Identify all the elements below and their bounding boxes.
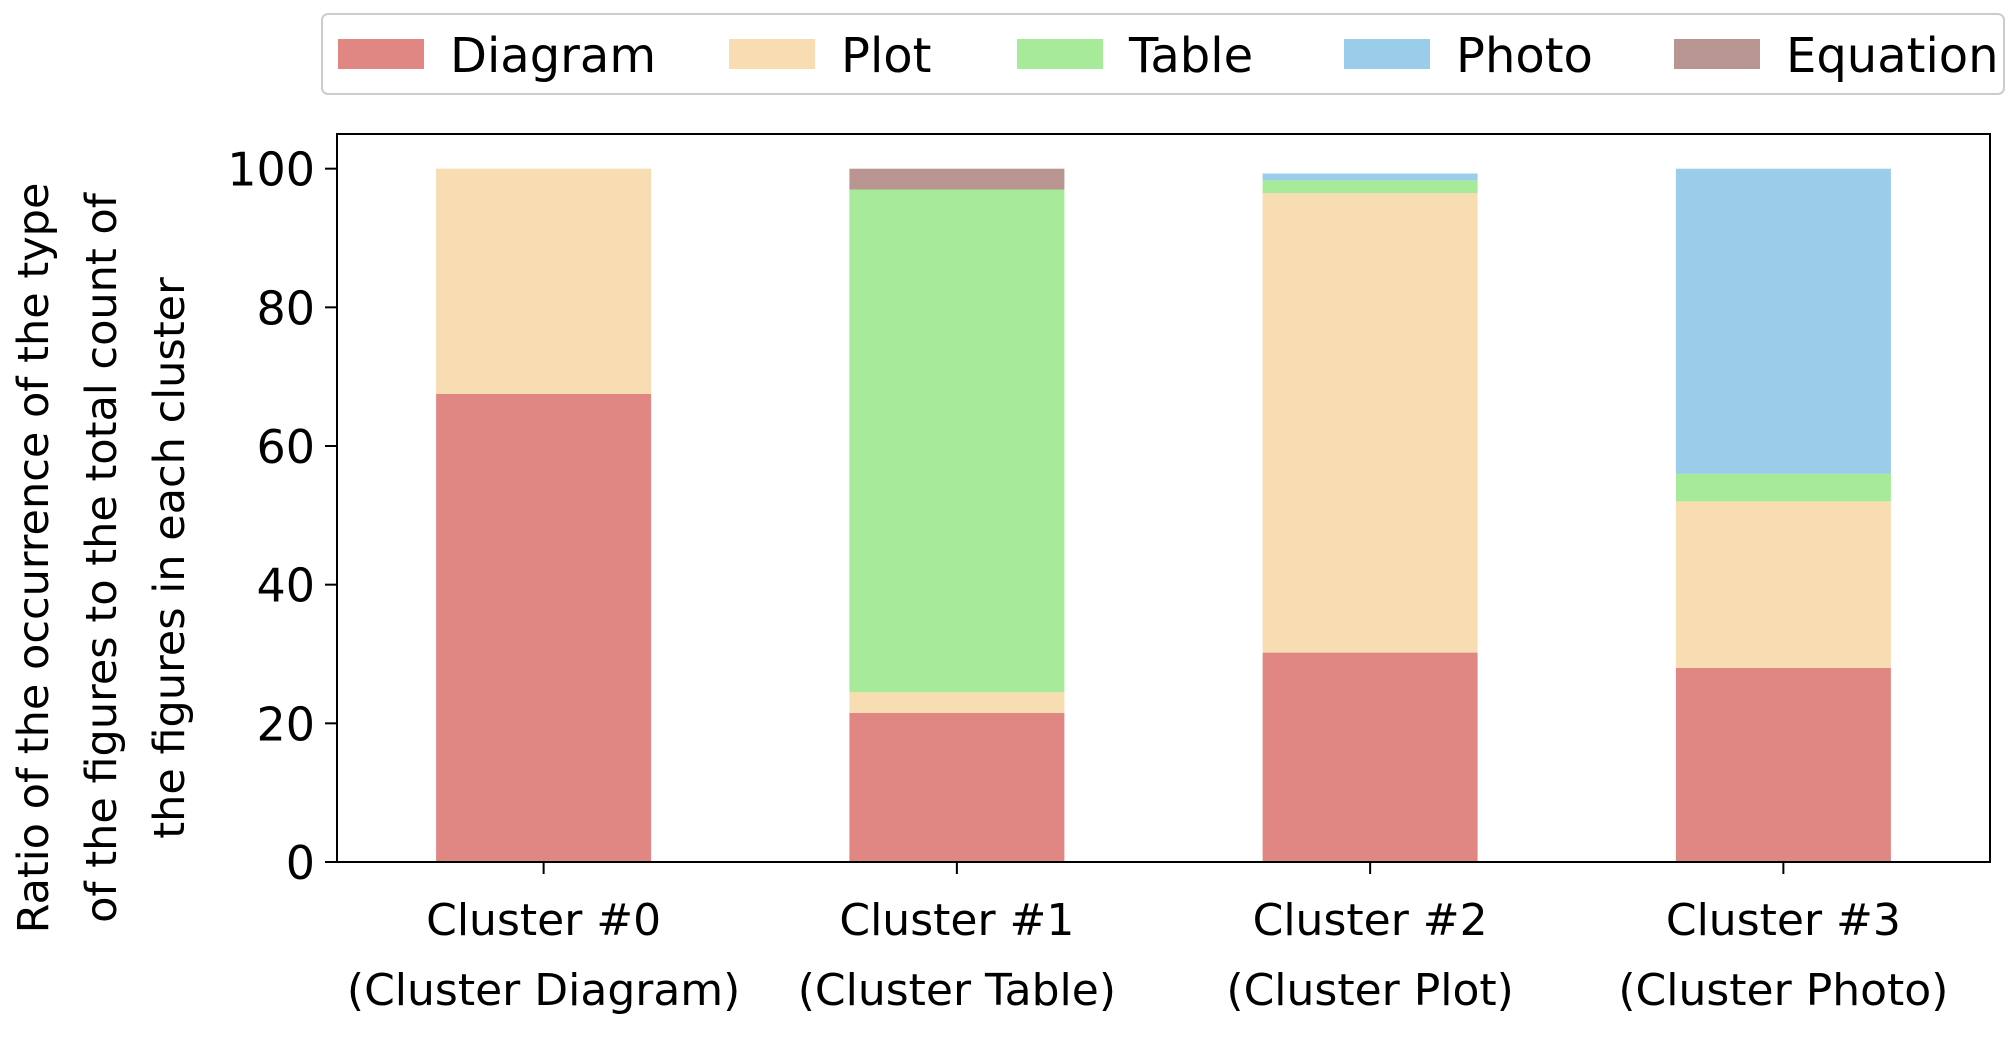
x-tick-label-0: Cluster #0 (Cluster Diagram): [347, 895, 740, 1016]
bar-segment-photo-3: [1675, 168, 1891, 474]
legend-label-table: Table: [1128, 28, 1253, 84]
bar-segment-table-3: [1675, 473, 1891, 502]
bar-segment-equation-1: [849, 168, 1065, 190]
bar-segment-table-2: [1262, 180, 1478, 193]
x-tick-label-line-3-1: (Cluster Photo): [1618, 965, 1948, 1016]
x-tick-label-line-1-1: (Cluster Table): [798, 965, 1116, 1016]
x-tick-label-line-0-0: Cluster #0: [426, 895, 661, 946]
x-tick-label-2: Cluster #2 (Cluster Plot): [1226, 895, 1513, 1016]
legend-label-photo: Photo: [1456, 28, 1593, 84]
bar-segment-plot-1: [849, 692, 1065, 713]
y-tick-label-100: 100: [227, 143, 315, 197]
legend-swatch-plot: [729, 39, 815, 69]
legend-label-equation: Equation: [1786, 28, 1999, 84]
legend-label-diagram: Diagram: [450, 28, 656, 84]
x-tick-label-3: Cluster #3 (Cluster Photo): [1618, 895, 1948, 1016]
legend-swatch-photo: [1344, 39, 1430, 69]
bar-segment-photo-2: [1262, 173, 1478, 181]
bar-segment-table-1: [849, 189, 1065, 693]
legend-swatch-equation: [1674, 39, 1760, 69]
y-tick-label-0: 0: [286, 836, 315, 890]
y-axis-label-line-2: the figures in each cluster: [145, 277, 195, 839]
y-tick-label-80: 80: [256, 281, 315, 335]
legend: Diagram Plot Table Photo Equation: [321, 13, 2005, 95]
legend-swatch-diagram: [338, 39, 424, 69]
y-tick-label-20: 20: [256, 697, 315, 751]
bar-segment-diagram-2: [1262, 652, 1478, 862]
x-tick-label-line-0-1: (Cluster Diagram): [347, 965, 740, 1016]
bar-segment-diagram-0: [436, 394, 652, 862]
y-tick-label-60: 60: [256, 420, 315, 474]
x-tick-label-line-2-1: (Cluster Plot): [1226, 965, 1513, 1016]
x-tick-label-line-1-0: Cluster #1: [839, 895, 1074, 946]
legend-swatch-table: [1017, 39, 1103, 69]
bar-segment-diagram-1: [849, 712, 1065, 862]
plot-frame: [336, 133, 1991, 863]
legend-box: [321, 13, 2005, 95]
bar-segment-plot-2: [1262, 192, 1478, 653]
y-axis-label-text: Ratio of the occurrence of the type of th…: [9, 183, 195, 934]
bar-segment-plot-0: [436, 168, 652, 394]
y-tick-label-40: 40: [256, 559, 315, 613]
x-tick-label-line-3-0: Cluster #3: [1666, 895, 1901, 946]
y-axis-label-line-0: Ratio of the occurrence of the type: [9, 183, 59, 934]
bar-segment-plot-3: [1675, 501, 1891, 668]
x-tick-label-1: Cluster #1 (Cluster Table): [798, 895, 1116, 1016]
y-axis-label: Ratio of the occurrence of the type of th…: [9, 183, 195, 934]
y-axis-label-line-1: of the figures to the total count of: [77, 192, 127, 923]
x-tick-label-line-2-0: Cluster #2: [1253, 895, 1488, 946]
bar-segment-diagram-3: [1675, 667, 1891, 862]
legend-label-plot: Plot: [841, 28, 931, 84]
